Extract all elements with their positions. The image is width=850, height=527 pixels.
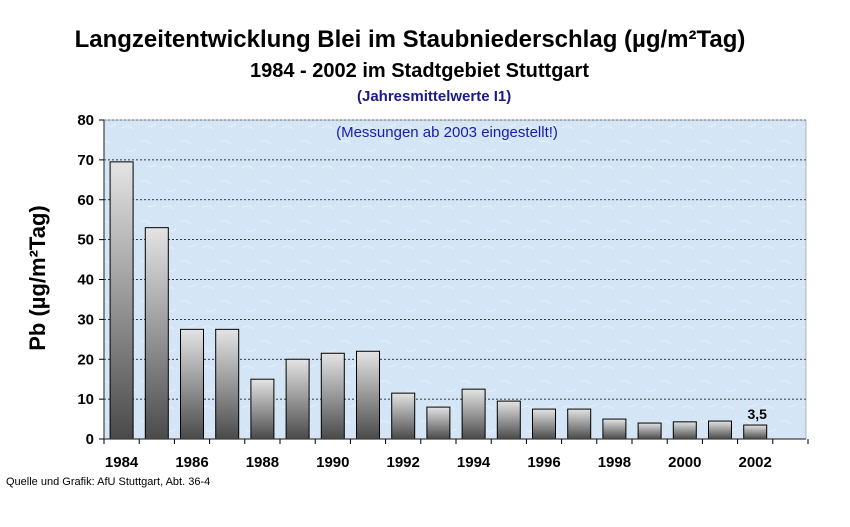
bar-1998 [602, 418, 627, 440]
bars [109, 161, 768, 440]
x-tick-label: 1990 [316, 454, 349, 471]
x-ticks: 1984 1986 1988 1990 1992 1994 1996 1998 2000 2002 [103, 439, 809, 471]
x-tick-label: 2002 [739, 454, 772, 471]
chart-subtitle-note: (Jahresmittelwerte I1) [357, 88, 512, 105]
y-tick-label: 70 [77, 152, 94, 169]
bar-1996 [532, 408, 556, 440]
y-tick-label: 0 [86, 431, 94, 448]
y-tick-label: 20 [77, 351, 94, 368]
y-tick-label: 60 [77, 192, 94, 209]
y-tick-label: 80 [77, 112, 94, 129]
bar-1999 [637, 422, 662, 440]
source-credit: Quelle und Grafik: AfU Stuttgart, Abt. 3… [6, 476, 211, 488]
bar-1992 [391, 392, 416, 440]
x-tick-label: 1996 [527, 454, 560, 471]
bar-1997 [567, 408, 592, 440]
bar-1986 [180, 328, 204, 440]
y-tick-label: 30 [77, 311, 94, 328]
bar-1984 [109, 161, 134, 440]
data-label: 3,5 [747, 406, 767, 422]
bar-2000 [672, 421, 697, 440]
chart-annotation: (Messungen ab 2003 eingestellt!) [336, 124, 558, 141]
x-tick-label: 1992 [387, 454, 420, 471]
x-tick-label: 2000 [668, 454, 701, 471]
x-tick-label: 1988 [246, 454, 279, 471]
x-tick-label: 1994 [457, 454, 491, 471]
data-labels: 3,5 [747, 406, 767, 422]
bar-2001 [708, 420, 732, 440]
bar-1989 [285, 358, 310, 440]
y-tick-label: 10 [77, 391, 94, 408]
y-tick-label: 50 [77, 232, 94, 249]
y-ticks: 0 10 20 30 40 50 60 70 80 [77, 112, 104, 448]
y-tick-label: 40 [77, 272, 94, 289]
chart-subtitle: 1984 - 2002 im Stadtgebiet Stuttgart [250, 60, 589, 82]
bar-1988 [250, 378, 275, 440]
chart-title: Langzeitentwicklung Blei im Staubnieders… [74, 26, 746, 53]
bar-1987 [215, 328, 240, 440]
x-tick-label: 1998 [598, 454, 631, 471]
bar-1990 [320, 352, 345, 440]
bar-1985 [144, 227, 169, 440]
x-tick-label: 1986 [175, 454, 208, 471]
bar-2002 [743, 424, 768, 440]
bar-1993 [426, 406, 451, 440]
x-tick-label: 1984 [105, 454, 139, 471]
bar-1994 [461, 388, 486, 440]
bar-1991 [356, 350, 380, 440]
bar-1995 [496, 400, 521, 440]
